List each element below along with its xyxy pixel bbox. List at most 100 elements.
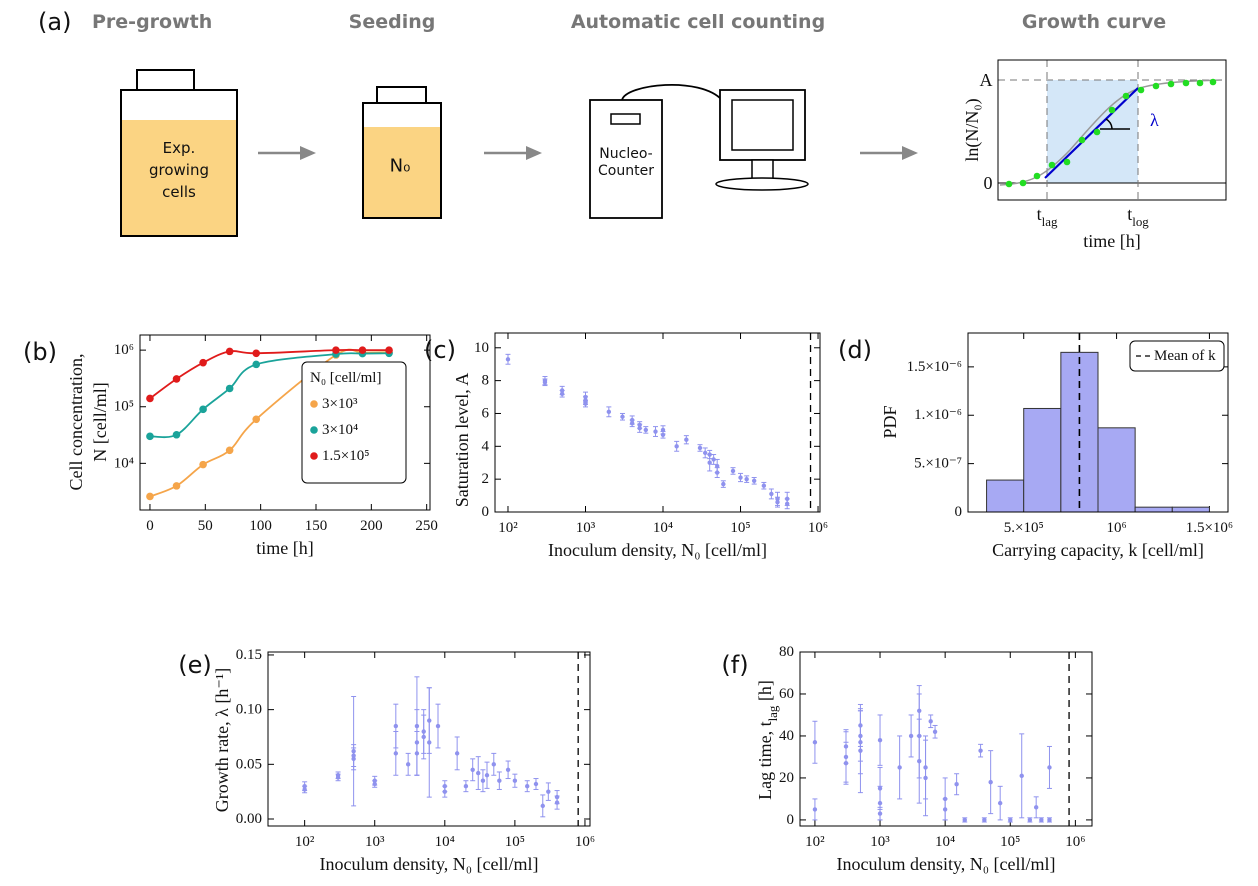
data-point	[583, 401, 588, 406]
data-point	[942, 807, 948, 812]
y-tick-label: 20	[779, 770, 794, 786]
x-tick-label: 10³	[870, 834, 890, 850]
data-point	[751, 478, 757, 483]
data-point	[923, 765, 928, 770]
data-point	[252, 415, 261, 424]
plot-frame	[494, 332, 821, 513]
data-point	[908, 733, 914, 739]
legend-marker	[310, 400, 318, 408]
data-point	[335, 775, 341, 780]
slope-label: λ	[1150, 110, 1159, 130]
data-point	[1008, 817, 1013, 823]
x-tick-label: 200	[360, 518, 383, 534]
angle-arc	[1105, 118, 1113, 130]
data-point	[997, 800, 1003, 806]
data-point	[954, 782, 959, 787]
y-tick-label: 80	[779, 644, 794, 660]
x-tick-label: 150	[305, 518, 328, 534]
data-point	[393, 723, 399, 729]
plot-frame	[967, 332, 1229, 513]
bottle-liquid	[121, 120, 237, 236]
x-tick-label: 100	[249, 518, 272, 534]
cable	[621, 84, 723, 101]
x-tick-label: 10²	[498, 520, 518, 536]
data-point	[1039, 817, 1044, 823]
y-tick-label: 0	[787, 812, 795, 828]
data-point	[351, 756, 356, 762]
seeding-bottle: N₀	[362, 86, 442, 219]
data-point	[225, 347, 234, 356]
data-point	[225, 446, 234, 455]
data-point	[932, 729, 938, 734]
pregrowth-bottle: Exp. growing cells	[120, 69, 238, 237]
y-axis-label-post: [h]	[755, 680, 775, 706]
data-point	[480, 778, 486, 783]
data-point	[769, 491, 774, 497]
y-tick-label: 0.15	[236, 647, 262, 663]
legend-title: N₀ [cell/ml]	[310, 370, 381, 386]
y-tick-label: 0	[482, 504, 490, 520]
x-axis-label: Inoculum density, N₀ [cell/ml]	[836, 854, 1055, 874]
data-point	[358, 346, 367, 354]
data-point	[491, 762, 496, 767]
data-point	[897, 765, 902, 770]
arrow	[258, 146, 316, 160]
y-axis-label: Growth rate, λ [h⁻¹]	[212, 668, 232, 813]
monitor-screen	[731, 99, 794, 151]
data-point	[917, 708, 922, 713]
bottle-cap	[376, 86, 427, 104]
data-point	[738, 475, 743, 480]
data-point	[393, 751, 399, 756]
data-point	[199, 358, 207, 367]
data-point	[225, 384, 234, 393]
data-point	[252, 349, 261, 358]
bottle-text: cells	[162, 183, 196, 201]
x-tick-label: 50	[198, 518, 213, 534]
monitor-base	[715, 177, 809, 191]
bottle-liquid	[363, 127, 441, 218]
inset-y-top: A	[980, 70, 993, 90]
step-title: Seeding	[349, 11, 436, 33]
x-tick-label: 10⁶	[575, 834, 595, 850]
plot-frame	[799, 651, 1093, 827]
data-point	[1047, 765, 1052, 770]
data-point	[172, 430, 181, 439]
inset-y-zero: 0	[984, 173, 993, 193]
panel-label: (f)	[721, 651, 748, 679]
histogram-bar	[1134, 506, 1173, 513]
data-point	[730, 468, 736, 474]
data-point	[1019, 773, 1024, 779]
data-point	[812, 740, 818, 745]
data-point	[620, 414, 625, 419]
x-tick-label: 10⁶	[1065, 834, 1085, 850]
data-point	[1047, 817, 1052, 823]
data-point	[470, 767, 475, 772]
x-axis-label: Inoculum density, N₀ [cell/ml]	[319, 854, 538, 874]
data-point	[414, 723, 420, 729]
data-point	[484, 773, 490, 778]
inset-tick-label-pre: t	[1127, 204, 1132, 224]
sample-points	[1005, 78, 1217, 188]
x-tick-label: 10⁵	[1000, 834, 1020, 850]
inset-frame	[997, 59, 1227, 201]
data-point	[962, 817, 967, 823]
monitor-stand	[751, 159, 774, 181]
data-point	[199, 405, 207, 414]
y-axis-label-pre: Lag time, t	[755, 721, 775, 799]
data-point	[199, 460, 207, 469]
data-point	[146, 432, 154, 441]
data-point	[512, 778, 518, 783]
panel-label: (c)	[424, 336, 456, 364]
data-point	[1027, 817, 1033, 823]
bottle-text: growing	[149, 161, 209, 179]
data-point	[172, 482, 181, 490]
data-point	[302, 787, 307, 792]
histogram-bar	[1171, 506, 1210, 513]
bottle-text: Exp.	[163, 139, 196, 157]
x-tick-label: 1.5×10⁶	[1186, 520, 1233, 536]
data-point	[877, 786, 883, 791]
data-point	[546, 789, 551, 794]
step-title: Pre-growth	[92, 11, 212, 33]
data-point	[606, 409, 612, 415]
